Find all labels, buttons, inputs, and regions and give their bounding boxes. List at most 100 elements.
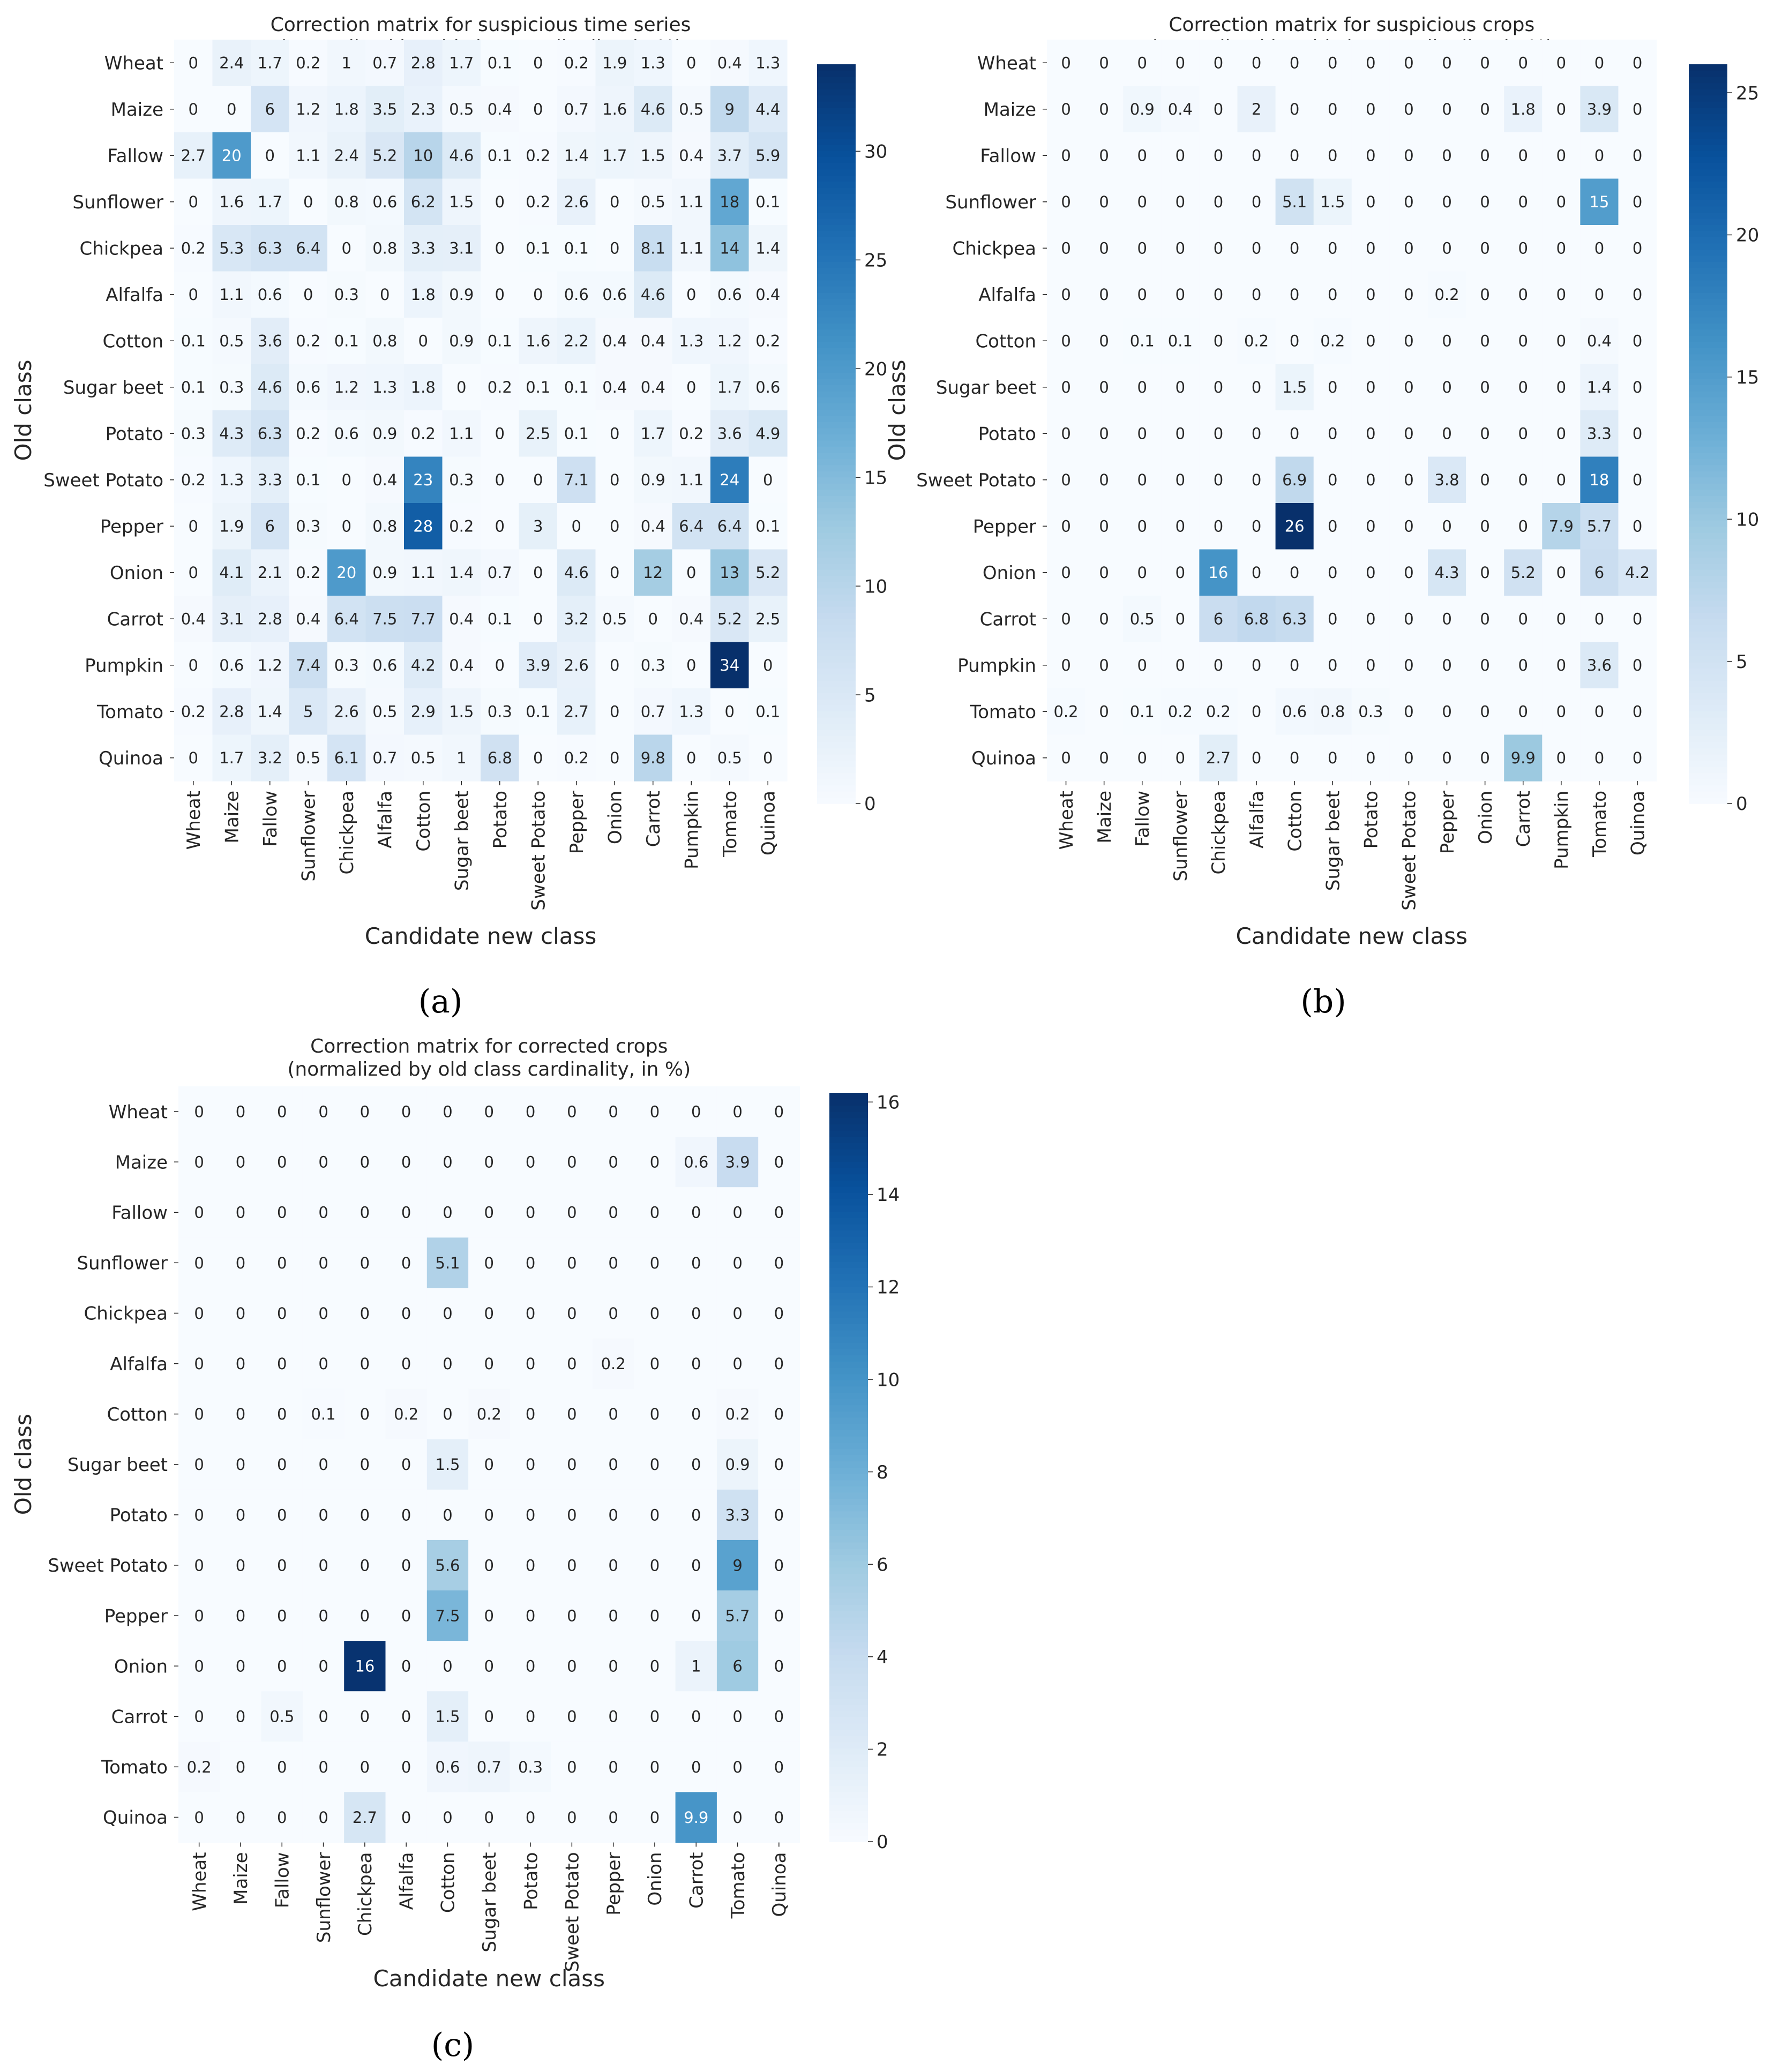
cell-value-label: 0 [1328,471,1337,489]
colorbar-segment [817,169,856,176]
heatmap-cell [385,1741,428,1792]
cell-value-label: 0 [360,1708,370,1726]
colorbar-segment [1689,286,1727,293]
colorbar-segment [817,797,856,804]
heatmap-cell [426,1489,469,1541]
colorbar-tick-label: 25 [1736,82,1759,104]
heatmap-cell [1237,40,1276,87]
cell-value-label: 0 [691,1556,701,1574]
heatmap-cell [1428,178,1466,226]
heatmap-cell [426,1338,469,1390]
cell-value-label: 3.3 [725,1506,750,1524]
heatmap-cell [1389,86,1428,133]
heatmap-cell [1123,688,1162,735]
heatmap-cell [212,225,251,272]
y-tick-label: Chickpea [80,238,163,259]
heatmap-cell [710,503,750,550]
colorbar-segment [829,1386,868,1393]
cell-value-label: 0 [1442,610,1451,628]
heatmap-cell [1542,596,1581,643]
heatmap-cell [220,1741,262,1792]
colorbar-segment [829,1405,868,1412]
heatmap-cell [672,178,711,226]
cell-value-label: 0 [277,1657,287,1676]
heatmap-cell [365,503,405,550]
heatmap-cell [426,1792,469,1843]
cell-value-label: 1.7 [449,54,474,72]
cell-value-label: 0 [1556,378,1566,396]
heatmap-cell [344,1741,386,1792]
heatmap-cell [1313,734,1352,782]
heatmap-cell [716,1086,759,1137]
colorbar-segment [1689,175,1727,182]
cell-value-label: 0 [1214,517,1223,536]
heatmap-cell [634,1741,676,1792]
heatmap-cell [344,1237,386,1288]
heatmap-cell [1047,318,1085,365]
colorbar-segment [829,1292,868,1300]
heatmap-cell [1123,271,1162,318]
heatmap-cell [716,1691,759,1742]
cell-value-label: 18 [720,193,739,211]
heatmap-cell [1351,132,1390,179]
y-tick-label: Sweet Potato [48,1555,168,1576]
heatmap-cell [758,1439,800,1490]
y-tick-label: Carrot [980,609,1036,630]
cell-value-label: 0 [1556,332,1566,350]
cell-value-label: 0 [1366,100,1375,118]
heatmap-cell [426,1086,469,1137]
colorbar-segment [829,1480,868,1487]
cell-value-label: 3 [533,517,543,536]
heatmap-cell [344,1388,386,1440]
cell-value-label: 0 [1404,425,1413,443]
heatmap-cell [551,1540,593,1591]
cell-value-label: 0 [691,1758,701,1776]
cell-value-label: 0 [360,1254,370,1272]
colorbar-segment [1689,95,1727,102]
cell-value-label: 0 [1518,703,1528,721]
heatmap-cell [758,1741,800,1792]
colorbar-segment [817,354,856,361]
cell-value-label: 0 [495,656,505,674]
cell-value-label: 3.1 [219,610,244,628]
colorbar-segment [1689,477,1727,484]
heatmap-cell [595,132,634,179]
heatmap-cell [481,642,520,689]
heatmap-cell [1351,40,1390,87]
cell-value-label: 0 [1594,147,1604,165]
heatmap-cell [1466,178,1504,226]
cell-value-label: 0.1 [181,378,206,396]
heatmap-cell [510,1237,552,1288]
heatmap-cell [1313,40,1352,87]
colorbar-segment [817,459,856,466]
cell-value-label: 2.7 [1206,749,1231,767]
colorbar-segment [817,70,856,77]
heatmap-cell [595,642,634,689]
cell-value-label: 0 [533,749,543,767]
heatmap-cell [178,1137,220,1188]
cell-value-label: 0 [774,1556,784,1574]
cell-value-label: 0 [194,1102,204,1121]
colorbar-tick-label: 4 [877,1647,888,1668]
colorbar-segment [829,1598,868,1605]
heatmap-cell [634,456,673,504]
heatmap-cell [178,1691,220,1742]
cell-value-label: 5.2 [717,610,742,628]
colorbar-segment [817,119,856,126]
cell-value-label: 0 [774,1254,784,1272]
heatmap-cell [672,549,711,596]
colorbar-segment [1689,569,1727,576]
x-tick-label: Potato [520,1852,542,1910]
heatmap-cell [1085,271,1124,318]
cell-value-label: 0 [1214,54,1223,72]
cell-value-label: 0 [1633,378,1642,396]
colorbar-segment [1689,82,1727,89]
colorbar-segment [829,1704,868,1711]
cell-value-label: 0 [1099,656,1109,674]
cell-value-label: 0 [443,1304,452,1323]
cell-value-label: 0 [1404,656,1413,674]
cell-value-label: 1 [456,749,466,767]
heatmap-cell [1466,364,1504,411]
colorbar-segment [817,218,856,225]
heatmap-cell [634,1187,676,1238]
